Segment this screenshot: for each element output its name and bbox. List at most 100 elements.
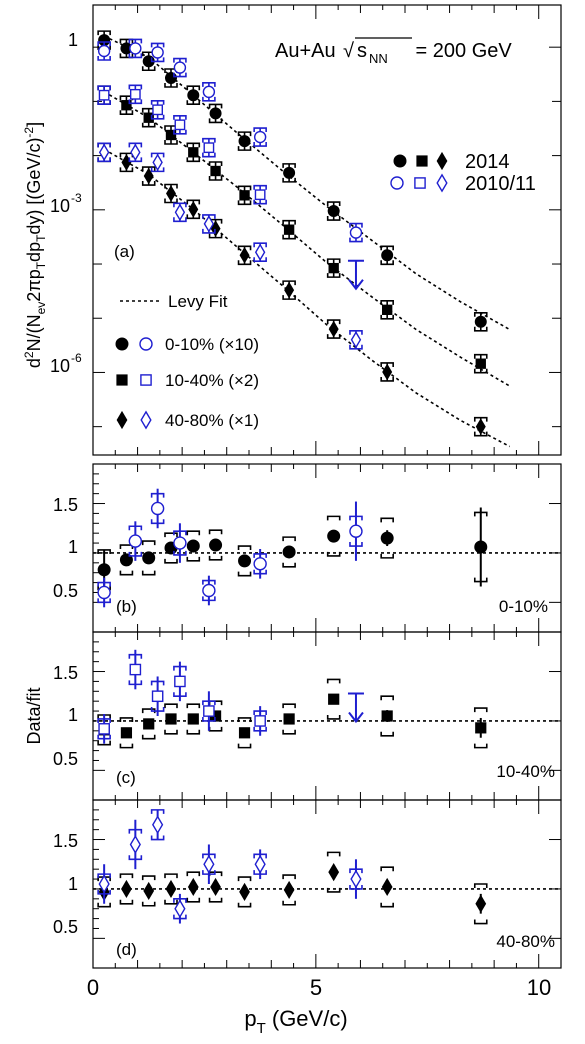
spectrum-point bbox=[129, 42, 142, 55]
spectrum-point bbox=[187, 89, 200, 102]
spectrum-sys-bracket bbox=[150, 152, 165, 173]
ratio-sys-bracket bbox=[97, 718, 111, 740]
ratio-sys-bracket bbox=[380, 517, 394, 559]
spectrum-point bbox=[381, 249, 394, 262]
ratio-point bbox=[129, 834, 141, 854]
ratio-point bbox=[129, 663, 142, 676]
spectrum-sys-bracket bbox=[349, 222, 363, 243]
ytick-a-1e-6: 10 bbox=[50, 356, 70, 376]
spectrum-point bbox=[143, 112, 154, 123]
ratio-sys-bracket bbox=[173, 898, 187, 920]
legend-2014-label: 2014 bbox=[465, 151, 510, 173]
panel-a-title-sub: NN bbox=[369, 51, 388, 66]
spectrum-sys-bracket bbox=[173, 202, 187, 223]
spectrum-sys-bracket bbox=[186, 85, 201, 106]
spectrum-point bbox=[203, 215, 215, 233]
panel-b-frame bbox=[92, 463, 562, 633]
panel-c-centrality: 10-40% bbox=[496, 762, 555, 781]
ytick-d-1: 1 bbox=[68, 874, 78, 894]
ratio-point bbox=[202, 583, 216, 598]
spectrum-sys-bracket bbox=[253, 184, 267, 205]
ratio-point bbox=[239, 882, 250, 901]
spectrum-point bbox=[239, 190, 250, 201]
centrality-legend-0: 0-10% (×10) bbox=[165, 335, 259, 354]
ratio-point bbox=[98, 723, 110, 735]
legend-marker bbox=[414, 177, 426, 189]
legend-marker bbox=[115, 337, 129, 351]
ytick-a-1e-3-exp: -3 bbox=[71, 191, 82, 205]
ratio-sys-bracket bbox=[119, 873, 134, 905]
ratio-sys-bracket bbox=[237, 876, 252, 908]
ratio-point bbox=[151, 690, 164, 703]
xtick-10: 10 bbox=[527, 975, 551, 1000]
ratio-point bbox=[173, 536, 187, 550]
ratio-sys-bracket bbox=[128, 525, 143, 557]
spectrum-point bbox=[203, 142, 215, 154]
ratio-sys-bracket bbox=[164, 703, 178, 735]
ratio-point bbox=[254, 854, 266, 874]
spectrum-point bbox=[347, 259, 364, 291]
spectrum-point bbox=[188, 147, 199, 158]
panel-a-ylabel: d2N/(Nev2πpTdpTdy) [(GeV/c)-2] bbox=[22, 122, 48, 368]
ratio-sys-bracket bbox=[173, 530, 187, 556]
ratio-sys-bracket bbox=[380, 866, 394, 908]
ratio-sys-bracket bbox=[202, 853, 216, 875]
spectrum-point bbox=[151, 46, 164, 59]
xtick-0: 0 bbox=[87, 975, 99, 1000]
spectrum-sys-bracket bbox=[473, 416, 488, 437]
xtick-5: 5 bbox=[310, 975, 322, 1000]
ratio-sys-bracket bbox=[282, 703, 296, 735]
spectrum-sys-bracket bbox=[186, 142, 201, 163]
spectrum-point bbox=[327, 205, 340, 218]
ratio-sys-bracket bbox=[97, 581, 111, 604]
ratio-point bbox=[350, 869, 362, 889]
spectrum-point bbox=[165, 129, 177, 141]
spectrum-sys-bracket bbox=[253, 127, 267, 147]
ytick-b-1.5: 1.5 bbox=[53, 495, 78, 515]
spectrum-sys-bracket bbox=[380, 300, 394, 320]
ytick-a-1: 1 bbox=[68, 30, 78, 50]
ratio-point bbox=[165, 713, 177, 725]
x-axis-label: pT (GeV/c) bbox=[244, 1006, 347, 1037]
centrality-legend-1: 10-40% (×2) bbox=[165, 371, 259, 390]
spectrum-sys-bracket bbox=[202, 137, 216, 158]
ratio-point bbox=[209, 538, 223, 552]
legend-marker bbox=[416, 155, 428, 167]
ratio-ylabel: Data/fit bbox=[24, 687, 44, 744]
spectrum-point bbox=[474, 315, 487, 328]
panel-a-title: Au+Au bbox=[275, 40, 336, 62]
spectrum-point bbox=[129, 88, 141, 100]
ratio-point bbox=[165, 879, 177, 899]
spectrum-point bbox=[382, 363, 393, 381]
spectrum-sys-bracket bbox=[349, 330, 363, 350]
spectrum-sys-bracket bbox=[473, 353, 488, 374]
ratio-sys-bracket bbox=[128, 653, 143, 686]
ytick-c-1: 1 bbox=[68, 705, 78, 725]
panel-a-label: (a) bbox=[114, 242, 135, 261]
spectrum-sys-bracket bbox=[97, 142, 111, 163]
legend-marker bbox=[436, 151, 448, 171]
upper-limit-arrow bbox=[347, 692, 364, 724]
ratio-point bbox=[203, 854, 215, 874]
spectrum-sys-bracket bbox=[326, 258, 341, 278]
spectrum-point bbox=[284, 281, 295, 299]
panel-a-title-sqrt-s: s bbox=[357, 40, 367, 62]
spectrum-point bbox=[283, 224, 295, 235]
spectrum-point bbox=[283, 166, 296, 179]
ratio-point bbox=[174, 899, 186, 919]
ratio-point bbox=[97, 563, 111, 577]
ratio-sys-bracket bbox=[473, 707, 488, 749]
spectrum-sys-bracket bbox=[380, 362, 394, 382]
panel-b-centrality: 0-10% bbox=[499, 597, 548, 616]
ytick-b-1: 1 bbox=[68, 537, 78, 557]
spectrum-point bbox=[188, 200, 199, 218]
ratio-point bbox=[327, 529, 341, 543]
legend-marker bbox=[140, 410, 152, 430]
spectrum-sys-bracket bbox=[380, 245, 394, 266]
axis-ticks bbox=[92, 5, 562, 968]
spectrum-point bbox=[166, 185, 176, 202]
ratio-point bbox=[174, 675, 186, 688]
ratio-point bbox=[328, 693, 340, 705]
ratio-point bbox=[254, 715, 266, 727]
